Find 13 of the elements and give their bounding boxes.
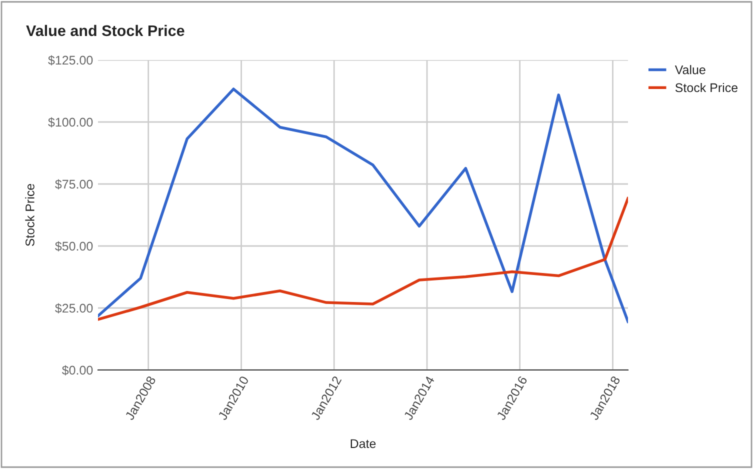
- legend-label: Value: [674, 65, 706, 74]
- y-tick-label: $0.00: [62, 365, 93, 376]
- y-tick-label: $75.00: [55, 179, 93, 190]
- y-tick-label: $50.00: [55, 241, 93, 252]
- line-series: [98, 196, 628, 321]
- y-tick-label: $100.00: [48, 117, 93, 128]
- y-tick-label: $125.00: [48, 55, 93, 66]
- x-axis-title: Date: [350, 439, 376, 448]
- legend-label: Stock Price: [675, 82, 738, 92]
- line-series: [98, 88, 628, 324]
- chart-title: Value and Stock Price: [26, 24, 184, 36]
- y-tick-label: $25.00: [55, 303, 93, 314]
- y-axis-title: Stock Price: [25, 184, 34, 246]
